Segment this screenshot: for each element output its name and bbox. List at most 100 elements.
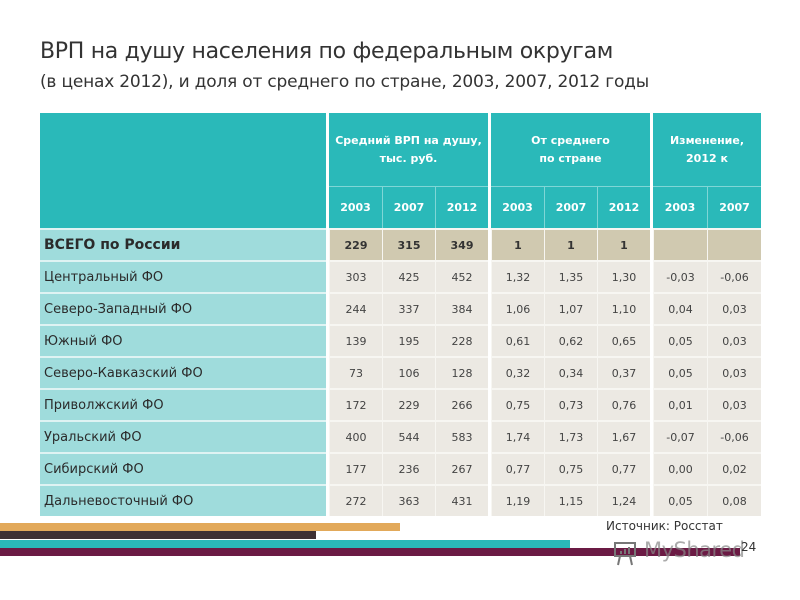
column-gap [326, 324, 329, 356]
share-value-cell: 1,15 [544, 484, 597, 516]
share-value-cell: 0,77 [597, 452, 650, 484]
row-label: Уральский ФО [40, 420, 326, 452]
column-gap [326, 356, 329, 388]
share-value-cell: 1,35 [544, 260, 597, 292]
grp-value-cell: 128 [435, 356, 488, 388]
column-gap [488, 420, 491, 452]
row-label: Приволжский ФО [40, 388, 326, 420]
column-gap [488, 228, 491, 260]
source-note: Источник: Росстат [606, 519, 723, 533]
column-gap [488, 292, 491, 324]
header-empty-cell [40, 113, 326, 228]
share-value-cell: 1,07 [544, 292, 597, 324]
change-value-cell: 0,05 [653, 324, 707, 356]
table-row: Северо-Западный ФО 244 337 384 1,06 1,07 1,10 0… [40, 292, 761, 324]
grp-value-cell: 363 [382, 484, 435, 516]
share-value-cell: 0,76 [597, 388, 650, 420]
change-value-cell: -0,07 [653, 420, 707, 452]
row-label: Дальневосточный ФО [40, 484, 326, 516]
header-year: 2007 [544, 186, 597, 228]
table-row: Уральский ФО 400 544 583 1,74 1,73 1,67 -0,07 -0… [40, 420, 761, 452]
change-value-cell: 0,01 [653, 388, 707, 420]
change-value-cell: 0,03 [707, 388, 761, 420]
table-row: Дальневосточный ФО 272 363 431 1,19 1,15 1,24 0… [40, 484, 761, 516]
header-year: 2003 [491, 186, 544, 228]
column-gap [650, 228, 653, 260]
grp-value-cell: 272 [329, 484, 382, 516]
grp-value-cell: 177 [329, 452, 382, 484]
column-gap [650, 324, 653, 356]
grp-value-cell: 583 [435, 420, 488, 452]
header-year: 2007 [382, 186, 435, 228]
decor-stripe-maroon [0, 548, 740, 556]
page-number: 24 [741, 540, 757, 554]
column-gap [650, 356, 653, 388]
change-value-cell: 0,04 [653, 292, 707, 324]
row-label: Центральный ФО [40, 260, 326, 292]
row-label: Северо-Кавказский ФО [40, 356, 326, 388]
decor-stripe-teal [0, 540, 570, 549]
grp-value-cell: 73 [329, 356, 382, 388]
grp-value-cell: 425 [382, 260, 435, 292]
slide-title: ВРП на душу населения по федеральным окр… [40, 38, 780, 94]
change-value-cell: 0,05 [653, 484, 707, 516]
header-year: 2012 [435, 186, 488, 228]
change-value-cell: 0,05 [653, 356, 707, 388]
share-value-cell: 0,32 [491, 356, 544, 388]
header-group-change: Изменение, 2012 к [653, 113, 761, 186]
column-gap [650, 452, 653, 484]
grp-value-cell: 229 [382, 388, 435, 420]
change-value-cell: 0,03 [707, 324, 761, 356]
change-value-cell: -0,03 [653, 260, 707, 292]
header-year: 2007 [707, 186, 761, 228]
grp-value-cell: 228 [435, 324, 488, 356]
table-row: Сибирский ФО 177 236 267 0,77 0,75 0,77 0,00 0,0… [40, 452, 761, 484]
grp-value-cell: 303 [329, 260, 382, 292]
row-label: Южный ФО [40, 324, 326, 356]
change-value-cell: 0,00 [653, 452, 707, 484]
change-value-cell: 0,03 [707, 356, 761, 388]
share-value-cell: 1,19 [491, 484, 544, 516]
title-line-1: ВРП на душу населения по федеральным окр… [40, 39, 614, 64]
table-body: ВСЕГО по России 229 315 349 1 1 1 Центральный Ф… [40, 228, 761, 516]
column-gap [326, 228, 329, 260]
column-gap [488, 484, 491, 516]
column-gap [326, 260, 329, 292]
column-gap [650, 388, 653, 420]
row-label: Сибирский ФО [40, 452, 326, 484]
column-gap [488, 388, 491, 420]
change-value-cell: 0,08 [707, 484, 761, 516]
grp-value-cell: 315 [382, 228, 435, 260]
header-group-grp: Средний ВРП на душу, тыс. руб. [329, 113, 488, 186]
share-value-cell: 1,24 [597, 484, 650, 516]
change-value-cell [653, 228, 707, 260]
grp-table: Средний ВРП на душу, тыс. руб. От среднег… [40, 113, 761, 516]
grp-value-cell: 172 [329, 388, 382, 420]
header-year: 2012 [597, 186, 650, 228]
column-gap [488, 260, 491, 292]
column-gap [326, 452, 329, 484]
share-value-cell: 1,30 [597, 260, 650, 292]
grp-value-cell: 384 [435, 292, 488, 324]
grp-value-cell: 431 [435, 484, 488, 516]
share-value-cell: 1,67 [597, 420, 650, 452]
grp-value-cell: 266 [435, 388, 488, 420]
change-value-cell: 0,02 [707, 452, 761, 484]
share-value-cell: 0,77 [491, 452, 544, 484]
share-value-cell: 0,34 [544, 356, 597, 388]
table-row: Северо-Кавказский ФО 73 106 128 0,32 0,34 0,37… [40, 356, 761, 388]
column-gap [488, 452, 491, 484]
header-group-share: От среднего по стране [491, 113, 650, 186]
grp-value-cell: 544 [382, 420, 435, 452]
grp-value-cell: 337 [382, 292, 435, 324]
share-value-cell: 1 [597, 228, 650, 260]
grp-value-cell: 236 [382, 452, 435, 484]
share-value-cell: 0,75 [491, 388, 544, 420]
column-gap [650, 484, 653, 516]
share-value-cell: 1,73 [544, 420, 597, 452]
grp-value-cell: 139 [329, 324, 382, 356]
share-value-cell: 1,10 [597, 292, 650, 324]
table-row: Южный ФО 139 195 228 0,61 0,62 0,65 0,05 0,03 [40, 324, 761, 356]
table-row: Центральный ФО 303 425 452 1,32 1,35 1,30 -0,03… [40, 260, 761, 292]
table-row: Приволжский ФО 172 229 266 0,75 0,73 0,76 0,01 0… [40, 388, 761, 420]
